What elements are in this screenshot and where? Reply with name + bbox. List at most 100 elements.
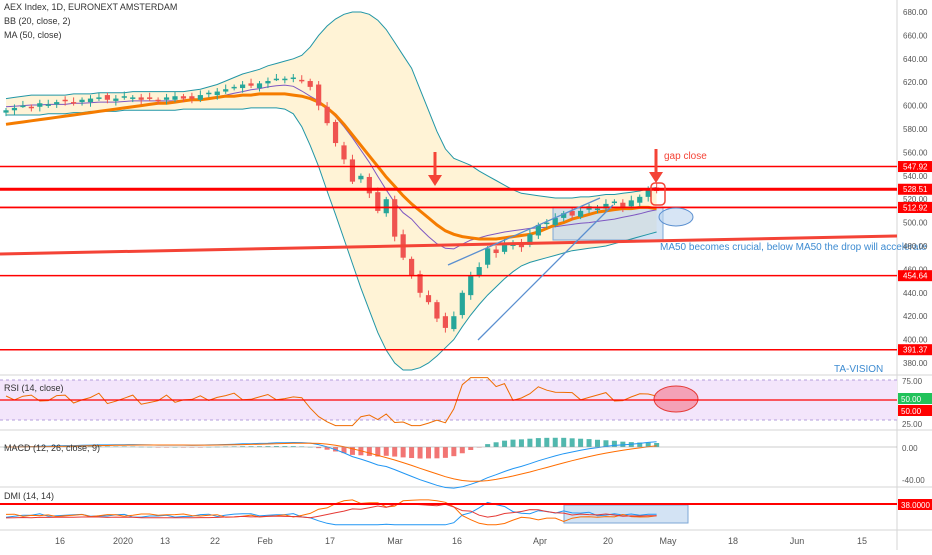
candle-body	[349, 159, 356, 182]
price-axis-label: 480.00	[903, 242, 928, 251]
bb-legend[interactable]: BB (20, close, 2)	[4, 16, 71, 26]
candle-body	[578, 210, 584, 217]
date-axis[interactable]: 16 2020 13 22 Feb 17 Mar 16 Apr 20 May 18 Jun 15	[55, 536, 867, 546]
macd-histogram-bar	[595, 439, 600, 447]
date-axis-label: May	[659, 536, 677, 546]
macd-signal-line	[6, 442, 657, 482]
candle-body	[307, 81, 313, 87]
candle-body	[637, 196, 643, 203]
macd-histogram-bar	[282, 446, 288, 447]
candle-body	[54, 102, 60, 105]
bollinger-upper-line	[5, 11, 657, 199]
level-tag-bg	[898, 201, 932, 213]
candle-body	[240, 84, 246, 89]
date-axis-label: 2020	[113, 536, 133, 546]
price-axis-label: 560.00	[903, 148, 928, 157]
ma-legend[interactable]: MA (50, close)	[4, 30, 62, 40]
level-tag-bg	[898, 344, 932, 356]
rsi-axis-75: 75.00	[902, 377, 923, 386]
macd-histogram-bar	[654, 442, 660, 447]
candle-body	[603, 203, 609, 209]
macd-histogram-bar	[240, 446, 246, 447]
candle-body	[206, 92, 212, 95]
candle-body	[11, 107, 18, 111]
candle-body	[332, 121, 339, 144]
date-axis-label: 18	[728, 536, 738, 546]
ma-touch-ellipse	[658, 207, 694, 227]
level-tag-bg	[898, 270, 932, 282]
price-axis-label: 540.00	[903, 172, 928, 181]
candle-body	[197, 95, 203, 100]
macd-histogram-bar	[561, 437, 567, 447]
candle-body	[316, 84, 322, 106]
price-axis-label: 400.00	[903, 336, 928, 345]
candle-body	[468, 275, 474, 296]
macd-legend[interactable]: MACD (12, 26, close, 9)	[4, 443, 101, 453]
candle-body	[341, 145, 347, 160]
macd-histogram-bar	[468, 447, 474, 450]
candle-body	[189, 96, 195, 99]
macd-histogram-bar	[603, 440, 609, 447]
candle-body	[535, 224, 541, 236]
macd-axis-neg40: -40.00	[902, 476, 925, 485]
macd-histogram-bar	[485, 444, 491, 447]
candle-body	[265, 81, 271, 84]
price-axis[interactable]: 680.00 660.00 640.00 620.00 600.00 580.00 560.…	[903, 8, 928, 368]
date-axis-label: 15	[857, 536, 867, 546]
candle-body	[172, 96, 178, 100]
candle-body	[620, 202, 626, 208]
macd-histogram-bar	[544, 437, 550, 447]
candle-body	[87, 98, 94, 103]
macd-histogram-bar	[341, 447, 347, 454]
price-axis-label: 660.00	[903, 31, 928, 40]
price-axis-label: 440.00	[903, 289, 928, 298]
candle-body	[451, 316, 457, 330]
ma50-line	[5, 92, 657, 241]
date-axis-label: Jun	[790, 536, 805, 546]
date-axis-label: 16	[55, 536, 65, 546]
price-axis-label: 620.00	[903, 78, 928, 87]
level-tag-label: 391.37	[903, 346, 928, 355]
candle-body	[163, 97, 170, 100]
candle-body	[476, 267, 482, 276]
candle-body	[628, 200, 634, 207]
dmi-legend[interactable]: DMI (14, 14)	[4, 491, 55, 501]
price-axis-label: 580.00	[903, 125, 928, 134]
candle-body	[256, 83, 263, 89]
candle-body	[248, 83, 254, 86]
gap-close-marker	[650, 182, 666, 206]
level-tag-label: 454.64	[903, 272, 928, 281]
candle-body	[79, 99, 85, 103]
level-tag-bg	[898, 183, 932, 195]
candle-body	[37, 103, 43, 107]
macd-histogram-bar	[349, 447, 355, 455]
channel-upper-line	[447, 197, 601, 266]
macd-histogram-bar	[324, 447, 330, 450]
symbol-legend[interactable]: AEX Index, 1D, EURONEXT AMSTERDAM	[4, 2, 178, 12]
candle-body	[104, 95, 110, 100]
rsi-legend[interactable]: RSI (14, close)	[4, 383, 64, 393]
rsi-tag-bg-2	[898, 405, 932, 416]
macd-axis-0: 0.00	[902, 444, 918, 453]
level-tag-label: 528.51	[903, 185, 928, 194]
date-axis-label: 17	[325, 536, 335, 546]
candle-body	[62, 99, 68, 102]
candle-body	[138, 97, 144, 100]
macd-histogram-bar	[434, 447, 440, 459]
price-axis-label: 420.00	[903, 312, 928, 321]
indicator-lines	[3, 11, 660, 526]
macd-histogram-bar	[527, 438, 533, 447]
candle-body	[180, 96, 187, 99]
macd-histogram-bar	[442, 447, 448, 458]
macd-histogram-bar	[96, 446, 102, 447]
candle-body	[645, 189, 651, 197]
candle-body	[375, 192, 381, 211]
candle-body	[383, 199, 389, 214]
candle-body	[594, 208, 601, 211]
candle-body	[130, 97, 136, 99]
macd-histogram-bar	[637, 442, 643, 447]
candle-body	[20, 105, 26, 108]
candle-body	[282, 78, 288, 81]
